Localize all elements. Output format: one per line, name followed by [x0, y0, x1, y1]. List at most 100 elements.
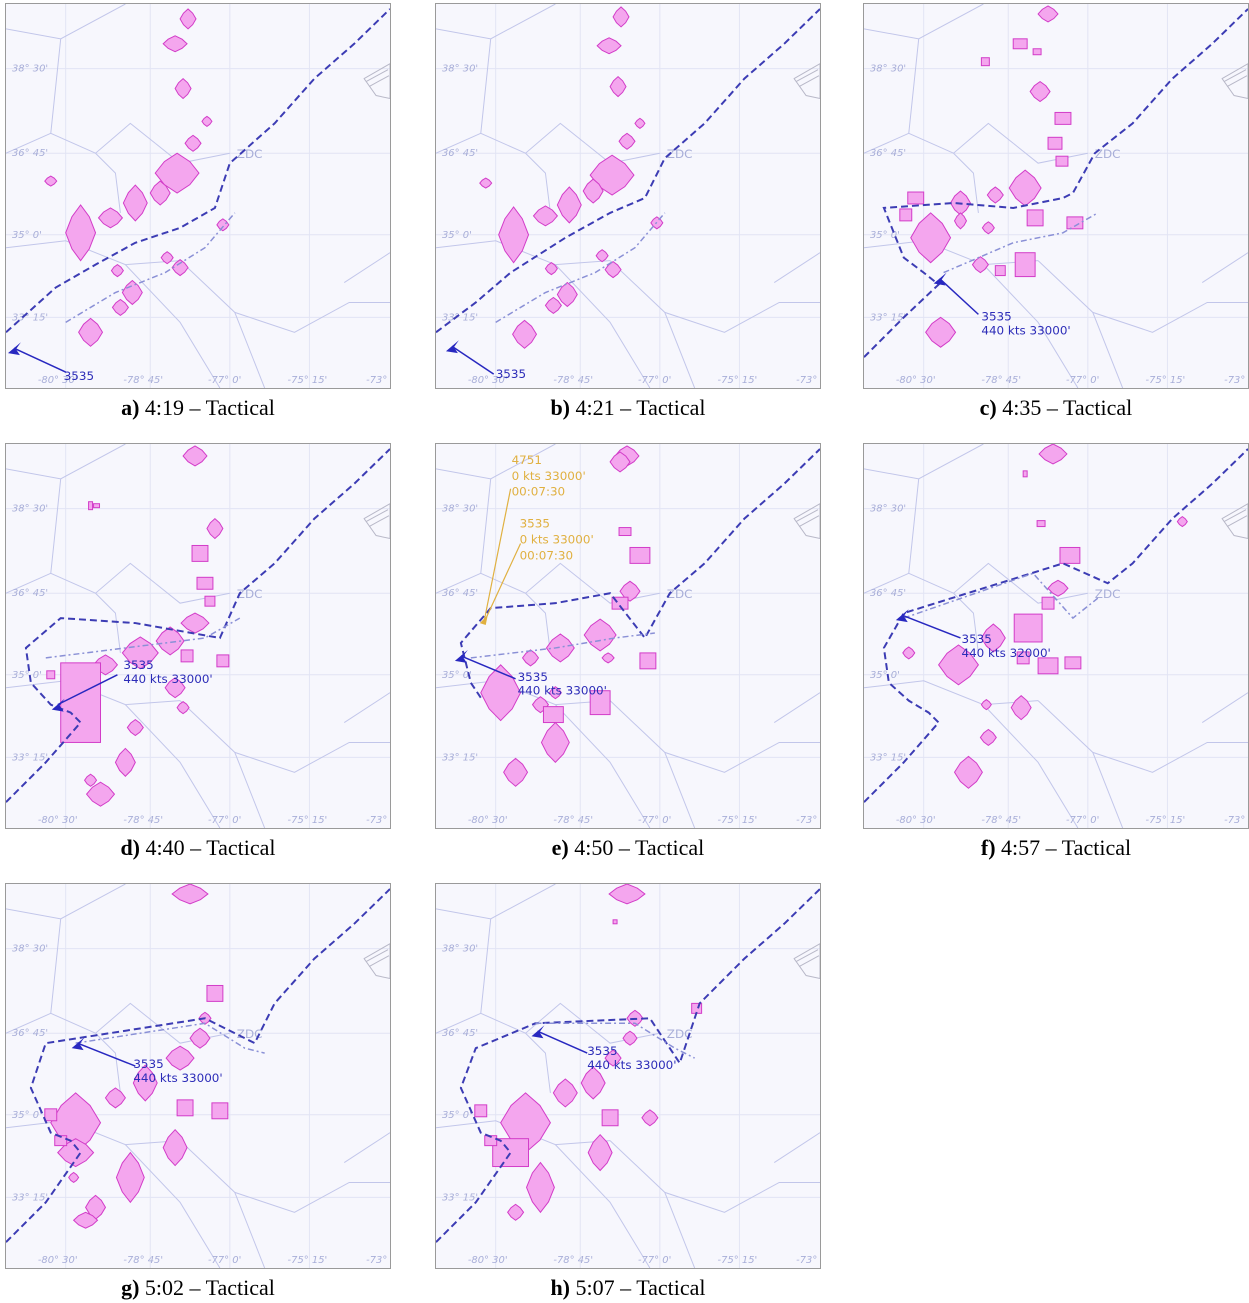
latitude-label: 38° 30' [870, 504, 906, 515]
weather-cell [609, 451, 631, 473]
weather-cell [629, 546, 651, 564]
latitude-label: 36° 45' [12, 588, 48, 599]
weather-cell [618, 132, 636, 150]
latitude-label: 36° 45' [870, 148, 906, 159]
weather-cell [162, 35, 188, 53]
weather-cell [479, 177, 493, 189]
longitude-label: -77° 0' [1066, 375, 1099, 386]
weather-cell [1032, 48, 1042, 56]
flight-id-label: 3535 [133, 1057, 163, 1071]
routes [436, 888, 820, 1243]
longitude-label: -78° 45' [553, 815, 593, 826]
map-panel: 38° 30' 36° 45' 35° 0' 33° 15' -80° 30' -78° … [5, 443, 391, 829]
longitude-label: -77° 0' [1066, 815, 1099, 826]
weather-cell [162, 1128, 188, 1167]
longitude-label: -80° 30' [38, 375, 78, 386]
latitude-label: 33° 15' [442, 1192, 478, 1203]
weather-cell [971, 256, 989, 274]
longitude-label: -80° 30' [38, 815, 78, 826]
aircraft-icon[interactable] [71, 1037, 85, 1051]
weather-cell [1008, 169, 1042, 207]
weather-cell [545, 633, 575, 663]
weather-cell [604, 1049, 622, 1067]
aircraft-icon[interactable] [7, 342, 21, 356]
longitude-label: -75° 15' [1146, 375, 1186, 386]
map-panel: 38° 30' 36° 45' 35° 0' 33° 15' -80° 30' -78° … [435, 883, 821, 1269]
weather-cells [44, 884, 229, 1229]
latitude-label: 33° 15' [870, 312, 906, 323]
latitude-label: 38° 30' [12, 504, 48, 515]
latitude-label: 35° 0' [442, 670, 472, 681]
weather-cell [115, 1151, 145, 1204]
planned-route [864, 448, 1248, 803]
panel-caption: b) 4:21 – Tactical [550, 395, 706, 420]
weather-cell [176, 1099, 194, 1117]
longitude-label: -80° 30' [896, 375, 936, 386]
routes [6, 888, 390, 1243]
advisory-label: 3535 [520, 517, 550, 531]
weather-cell [206, 984, 224, 1002]
longitude-label: -73° [796, 375, 817, 386]
aircraft-icon[interactable] [454, 649, 468, 663]
weather-cell [121, 636, 159, 670]
latitude-label: 36° 45' [12, 1028, 48, 1039]
weather-cell [980, 623, 1006, 653]
center-label: ZDC [667, 587, 693, 601]
aircraft-icon[interactable] [933, 272, 947, 286]
weather-cell [608, 884, 646, 905]
restricted-area-icon [363, 503, 390, 540]
weather-cells [474, 884, 703, 1221]
weather-cell [589, 154, 635, 196]
weather-cells [480, 445, 657, 787]
restricted-area-icon [793, 63, 820, 100]
caption-time: 4:57 [1001, 835, 1041, 860]
sector-boundaries [6, 884, 390, 1268]
routes [864, 8, 1248, 358]
longitude-label: -78° 45' [123, 815, 163, 826]
aircraft-icon[interactable] [895, 609, 909, 623]
weather-cell [1047, 136, 1063, 150]
aircraft-icon[interactable] [531, 1025, 545, 1039]
longitude-label: -75° 15' [718, 815, 758, 826]
weather-cell [1047, 579, 1069, 597]
weather-cell [211, 1102, 229, 1120]
weather-cells [479, 6, 664, 349]
longitude-label: -77° 0' [208, 815, 241, 826]
longitude-label: -80° 30' [896, 815, 936, 826]
weather-cell [622, 1030, 638, 1046]
map-panel: 38° 30' 36° 45' 35° 0' 33° 15' -80° 30' -78° … [435, 3, 821, 389]
weather-cell [44, 1108, 58, 1122]
weather-cell [1016, 651, 1030, 665]
center-label: ZDC [1095, 147, 1121, 161]
planned-route [436, 8, 820, 334]
weather-cell [540, 721, 570, 764]
flight-id-label: 3535 [64, 369, 94, 383]
weather-cell [204, 595, 216, 607]
longitude-label: -78° 45' [123, 1255, 163, 1266]
leader-line [57, 674, 118, 706]
routes [864, 448, 1248, 803]
longitude-label: -73° [366, 1255, 387, 1266]
weather-cell [179, 8, 197, 30]
weather-cell [634, 117, 646, 129]
caption-time: 4:50 [574, 835, 614, 860]
weather-cell [189, 1027, 211, 1049]
weather-cell [180, 612, 210, 634]
planned-route [6, 448, 390, 803]
aircraft-icon[interactable] [445, 340, 459, 354]
advisory-label: 4751 [512, 453, 542, 467]
advisory-label: 00:07:30 [512, 485, 566, 499]
weather-cell [902, 646, 916, 660]
weather-cell [612, 6, 630, 28]
longitude-label: -77° 0' [208, 375, 241, 386]
weather-cell [500, 1092, 551, 1154]
longitude-label: -78° 45' [553, 375, 593, 386]
longitude-label: -75° 15' [1146, 815, 1186, 826]
weather-cell [582, 178, 604, 204]
longitude-label: -78° 45' [981, 375, 1021, 386]
advisory-leader-line [483, 543, 522, 624]
aircraft-icon[interactable] [51, 698, 65, 712]
caption-letter: a) [121, 395, 140, 420]
weather-cell [196, 576, 214, 590]
